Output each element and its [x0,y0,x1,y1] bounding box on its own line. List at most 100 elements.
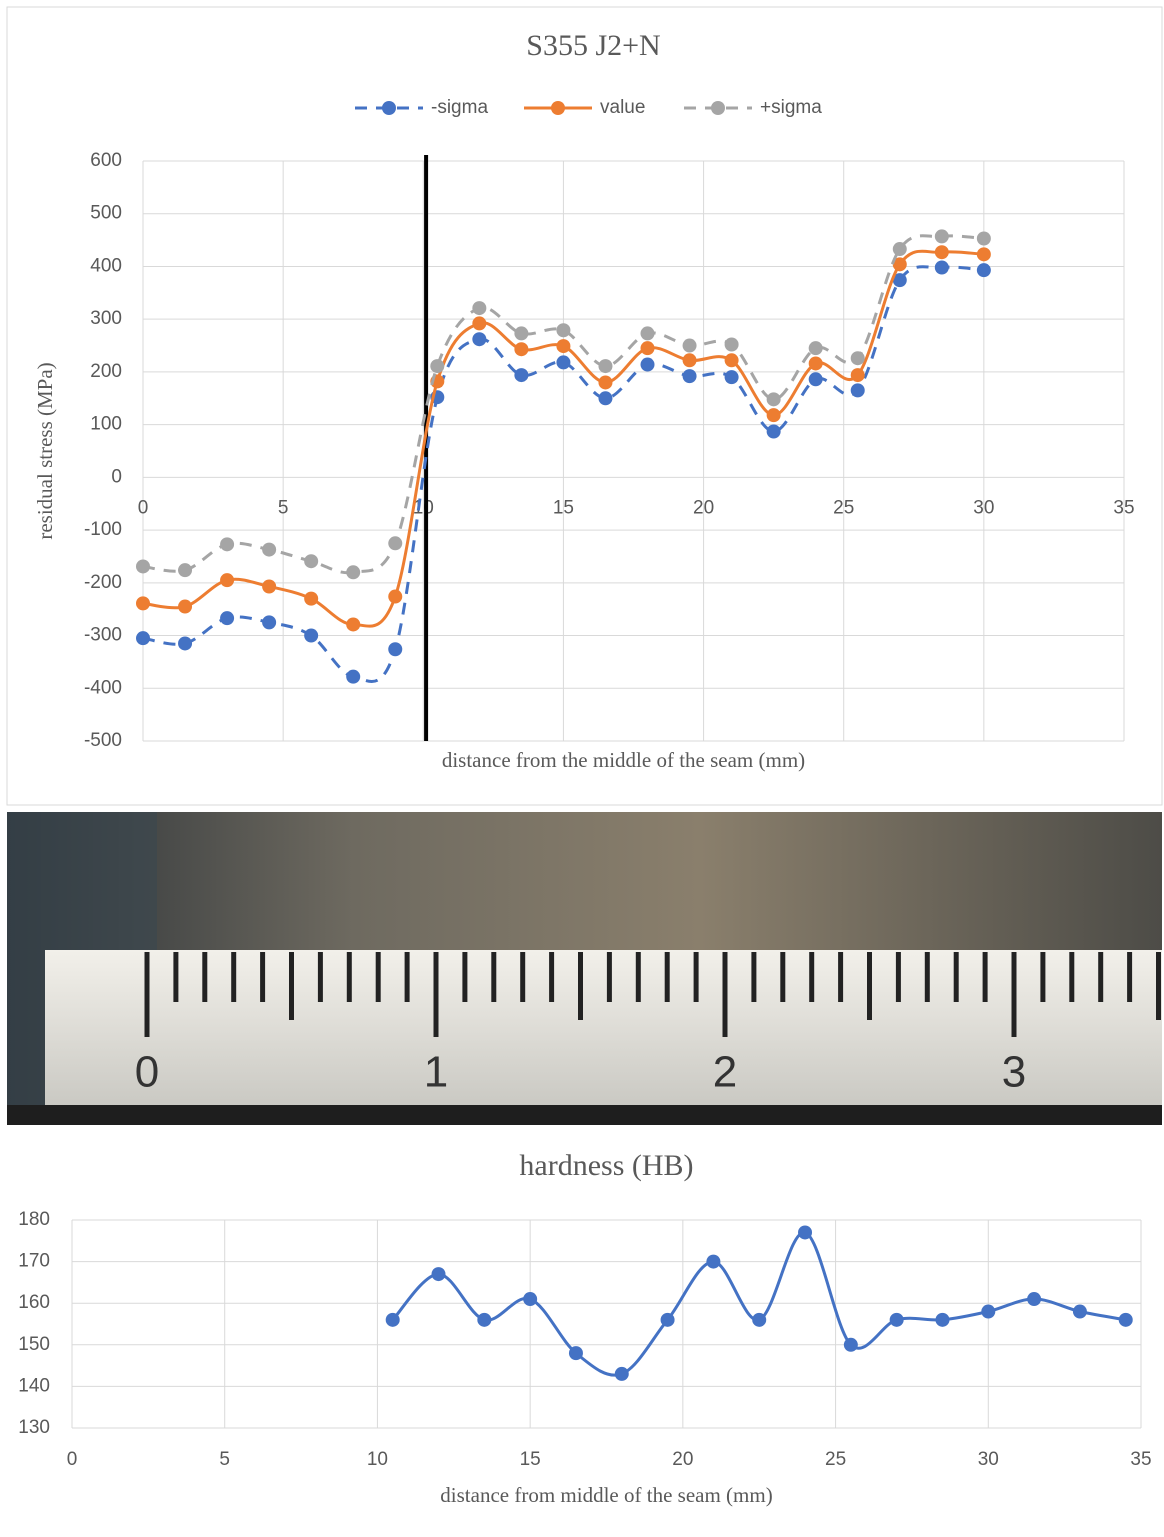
data-point [523,1292,538,1307]
y-tick-label: 160 [18,1292,50,1313]
data-point [472,316,487,331]
data-point [892,257,907,272]
data-point [514,368,529,383]
ruler-edge [7,1105,1162,1125]
y-tick-label: 140 [18,1375,50,1396]
data-point [640,326,655,341]
data-point [136,596,150,611]
ruler-label: 0 [135,1048,159,1097]
y-tick-label: -500 [84,730,122,751]
x-axis-label: distance from the middle of the seam (mm… [442,748,805,772]
data-point [472,301,487,316]
data-point [706,1254,721,1269]
data-point [766,408,781,423]
x-tick-label: 35 [1130,1449,1151,1470]
data-point [220,611,235,626]
y-tick-label: 300 [90,308,122,329]
data-point [892,273,907,288]
data-point [304,554,319,569]
data-point [388,642,403,657]
x-tick-label: 30 [978,1449,999,1470]
data-point [934,260,949,275]
data-point [388,536,403,551]
data-point [178,636,193,651]
data-point [388,589,403,604]
data-point [568,1346,583,1361]
data-point [472,332,487,347]
y-tick-label: 130 [18,1417,50,1438]
x-tick-label: 20 [672,1449,693,1470]
data-point [724,353,739,368]
data-point [934,245,949,260]
legend-label: value [600,97,645,118]
y-tick-label: -100 [84,519,122,540]
data-point [178,563,193,578]
data-point [934,229,949,244]
ruler-label: 3 [1002,1048,1026,1097]
data-point [889,1312,904,1327]
data-point [614,1366,629,1381]
data-point [808,372,823,387]
x-axis-label: distance from middle of the seam (mm) [440,1483,772,1507]
x-tick-label: 20 [693,497,714,518]
data-point [850,351,865,366]
data-point [556,323,571,338]
y-tick-label: 200 [90,361,122,382]
data-point [556,339,571,354]
data-point [798,1225,813,1240]
y-tick-label: -200 [84,572,122,593]
data-point [808,341,823,356]
photo: 0 1 2 3 [7,812,1162,1125]
legend-marker [382,101,396,115]
data-point [220,537,235,552]
data-point [178,599,193,614]
legend-label: +sigma [760,97,822,118]
x-tick-label: 5 [219,1449,230,1470]
data-point [346,565,361,580]
data-point [556,355,571,370]
data-point [598,375,613,390]
y-tick-label: 400 [90,255,122,276]
y-tick-label: 0 [111,466,122,487]
data-point [976,263,991,278]
x-tick-label: 35 [1113,497,1134,518]
x-tick-label: 0 [67,1449,78,1470]
data-point [385,1312,400,1327]
y-tick-label: 600 [90,150,122,171]
data-point [682,353,697,368]
y-tick-label: -300 [84,625,122,646]
x-tick-label: 10 [367,1449,388,1470]
x-tick-label: 15 [520,1449,541,1470]
data-point [346,669,361,684]
x-tick-label: 15 [553,497,574,518]
legend-label: -sigma [431,97,488,118]
data-point [935,1312,950,1327]
legend-marker [551,101,565,115]
data-point [598,359,613,374]
data-point [892,242,907,257]
stress-chart: S355 J2+N distance from the middle of the… [33,29,1135,772]
data-point [1072,1304,1087,1319]
y-axis-label: residual stress (MPa) [33,362,57,539]
ruler [45,950,1162,1110]
y-tick-label: 170 [18,1251,50,1272]
x-tick-label: 5 [278,497,289,518]
data-point [262,542,277,557]
data-point [682,338,697,353]
data-point [1027,1292,1042,1307]
data-point [682,369,697,384]
data-point [431,1267,446,1282]
data-point [262,579,277,594]
data-point [430,359,445,374]
data-point [843,1337,858,1352]
data-point [220,573,235,588]
data-point [136,631,150,646]
data-point [304,591,319,606]
data-point [766,392,781,407]
x-tick-label: 25 [833,497,854,518]
ruler-label: 2 [713,1048,737,1097]
data-point [981,1304,996,1319]
y-tick-label: 500 [90,203,122,224]
series-line [142,265,984,683]
